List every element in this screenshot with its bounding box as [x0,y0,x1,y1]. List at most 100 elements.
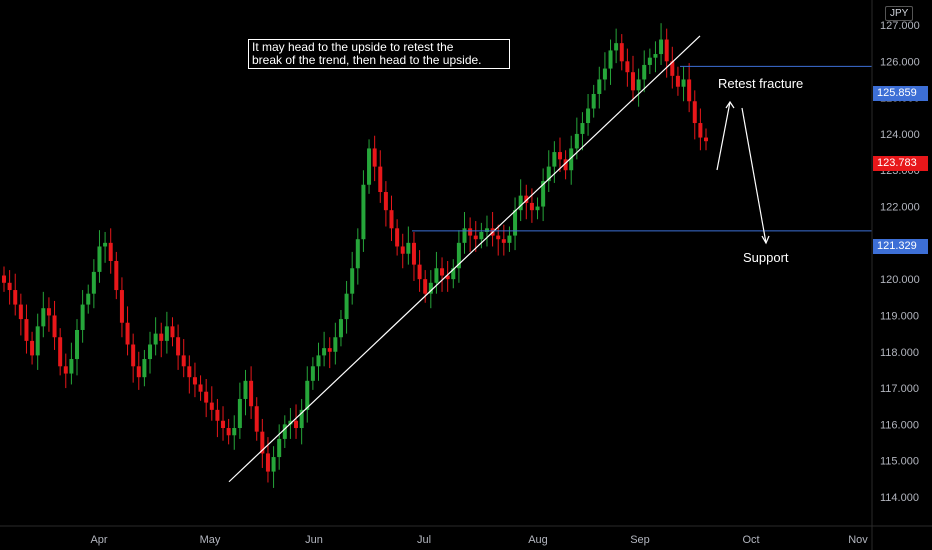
trend-line[interactable] [228,35,701,483]
candle-body [52,315,57,338]
candle-body [625,61,630,73]
candle-body [417,264,422,280]
current-price-tag: 123.783 [873,156,928,171]
candle-body [372,148,377,167]
y-tick-label: 117.000 [880,383,919,395]
candle-body [187,366,192,378]
candle-body [518,195,523,211]
y-tick-label: 116.000 [880,419,919,431]
note-line-1: It may head to the upside to retest the [252,40,454,54]
candle-body [119,290,124,323]
candle-body [80,304,85,330]
x-tick-label: Aug [528,534,548,546]
candle-body [597,79,602,94]
candle-body [221,420,226,429]
candle-body [350,268,355,294]
candle-body [383,192,388,211]
candle-body [226,428,231,436]
candle-body [529,202,534,211]
candles [2,23,708,488]
candle-body [675,75,680,87]
candle-body [30,340,35,356]
candle-body [46,308,51,316]
candle-body [294,420,299,429]
candle-body [619,43,624,62]
candle-body [389,210,394,229]
x-tick-label: Oct [742,534,759,546]
candle-body [647,57,652,65]
candle-body [142,359,147,378]
candle-body [148,344,153,360]
y-tick-label: 114.000 [880,492,919,504]
candle-body [114,261,119,291]
resistance-price-tag: 125.859 [873,86,928,101]
candle-body [355,239,360,269]
candle-body [507,235,512,243]
candle-body [653,54,658,58]
x-tick-label: Sep [630,534,650,546]
candle-body [41,308,46,327]
candle-body [614,43,619,51]
candle-body [176,337,181,356]
y-tick-label: 115.000 [880,456,919,468]
candle-body [591,93,596,109]
candle-body [7,282,12,291]
candle-body [2,275,6,283]
candle-body [108,242,113,261]
candle-body [164,326,169,341]
candle-body [271,457,276,472]
candle-body [344,293,349,320]
candle-body [24,319,29,341]
candle-body [277,438,282,458]
candle-body [569,148,574,171]
candle-body [327,348,332,352]
candle-body [687,79,692,102]
candle-body [400,246,405,254]
candle-body [698,123,703,138]
candle-body [181,355,186,367]
candle-body [636,79,641,91]
candle-body [35,326,40,356]
candle-body [249,380,254,407]
candle-body [440,268,445,276]
candle-body [670,61,675,76]
projection-arrows[interactable] [716,100,770,245]
candle-body [608,50,613,69]
candle-body [468,228,473,236]
candle-body [664,39,669,62]
candle-body [552,152,557,167]
candle-body [473,235,478,240]
candle-body [563,159,568,171]
candle-body [681,79,686,87]
y-tick-label: 122.000 [880,202,920,214]
candle-body [18,304,23,320]
candle-body [586,108,591,124]
candle-body [316,355,321,367]
x-tick-label: Jul [417,534,431,546]
support-price-tag: 121.329 [873,239,928,254]
candle-body [423,279,428,294]
candle-body [434,268,439,283]
candle-body [378,166,383,193]
y-tick-label: 118.000 [880,347,919,359]
candle-body [91,271,96,294]
candle-body [125,322,130,345]
candle-body [299,409,304,429]
candle-body [198,384,203,392]
candle-body [136,366,141,378]
candle-body [411,242,416,265]
candle-body [209,402,214,410]
candle-body [524,195,529,203]
candle-body [535,206,540,211]
candle-body [63,366,68,374]
arrow-up [716,101,731,171]
currency-badge[interactable]: JPY [885,6,914,21]
candle-body [69,359,74,374]
candle-body [243,380,248,399]
analysis-note: It may head to the upside to retest the … [248,39,510,69]
x-tick-label: May [200,534,221,546]
candle-body [367,148,372,185]
support-label: Support [743,250,789,265]
candle-body [282,424,287,439]
